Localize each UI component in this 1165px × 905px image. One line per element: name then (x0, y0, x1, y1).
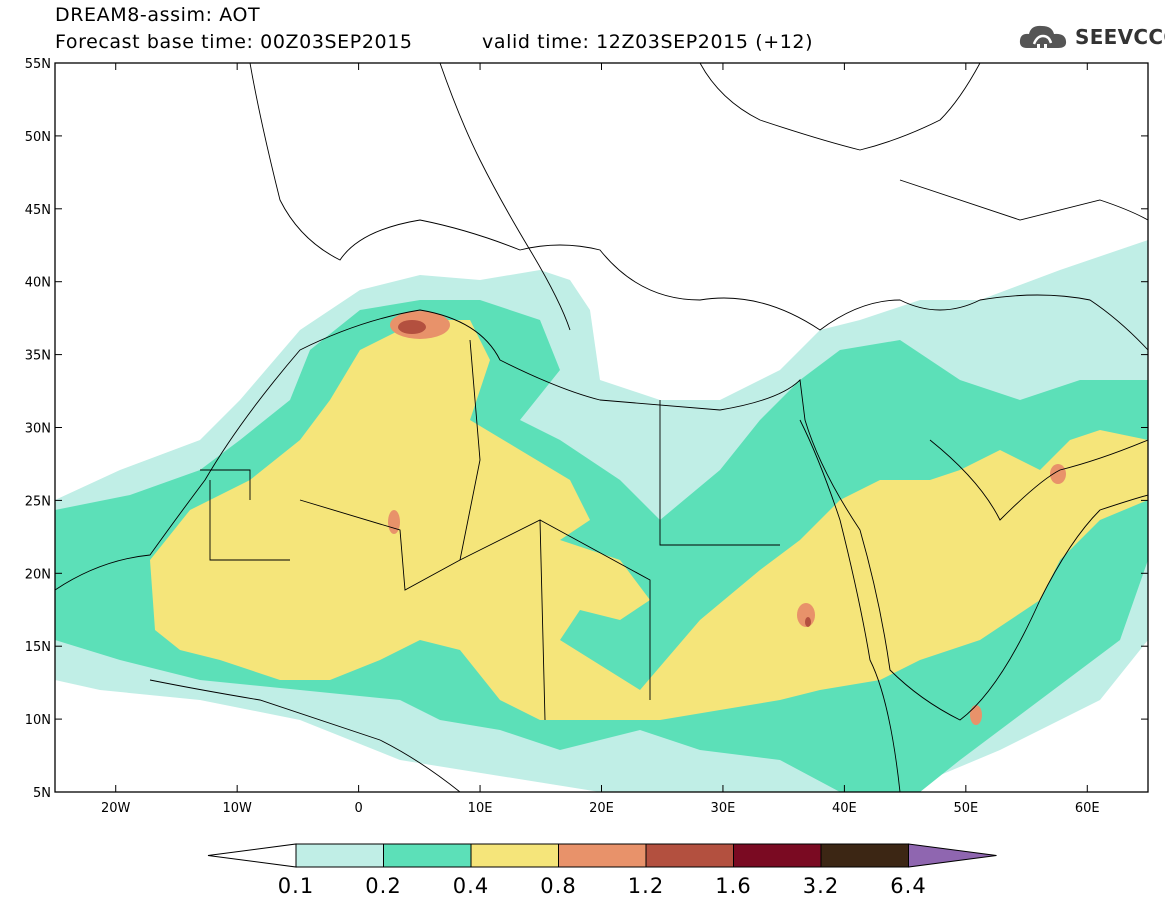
lat-label: 5N (33, 786, 51, 801)
map-title: DREAM8-assim: AOT (55, 4, 261, 26)
colorbar-label: 0.1 (278, 874, 314, 898)
lat-label: 35N (25, 349, 51, 364)
lat-label: 30N (25, 422, 51, 437)
lon-label: 20W (101, 801, 131, 816)
cloud-icon (1019, 25, 1067, 48)
lon-label: 40E (832, 801, 857, 816)
colorbar-segment (733, 843, 822, 868)
aot-spot-0.8 (1050, 464, 1066, 484)
colorbar-segment (558, 843, 647, 868)
lon-label: 20E (589, 801, 614, 816)
colorbar-segment (383, 843, 472, 868)
colorbar-label: 1.2 (628, 874, 664, 898)
lon-label: 50E (953, 801, 978, 816)
lat-label: 15N (25, 640, 51, 655)
lat-label: 40N (25, 276, 51, 291)
colorbar-segment (645, 843, 734, 868)
lat-label: 50N (25, 130, 51, 145)
lat-label: 45N (25, 203, 51, 218)
colorbar-label: 0.2 (365, 874, 401, 898)
colorbar-label: 0.8 (540, 874, 576, 898)
colorbar-segment (295, 843, 384, 868)
aot-spot-1.2 (805, 617, 811, 627)
aot-spot-1.2 (398, 320, 426, 334)
lat-label: 10N (25, 713, 51, 728)
logo-text: SEEVCCC (1075, 25, 1165, 49)
lon-label: 0 (354, 801, 362, 816)
aot-fields (55, 63, 1148, 792)
aot-band-0.4 (150, 320, 1148, 720)
forecast-base-time: Forecast base time: 00Z03SEP2015 (55, 31, 413, 53)
colorbar-under-triangle (207, 843, 297, 868)
coastlines (55, 63, 1148, 792)
lon-label: 60E (1075, 801, 1100, 816)
colorbar-label: 6.4 (890, 874, 926, 898)
colorbar-over-triangle (908, 843, 997, 868)
lat-label: 20N (25, 567, 51, 582)
aot-spot-0.8 (970, 705, 982, 725)
colorbar-label: 1.6 (715, 874, 751, 898)
colorbar-segment (470, 843, 559, 868)
latitude-axis: 55N 50N 45N 40N 35N 30N 25N 20N 15N 10N 5N (25, 57, 1148, 801)
seevccc-logo: SEEVCCC (1017, 22, 1165, 52)
colorbar-label: 0.4 (453, 874, 489, 898)
aot-spot-0.8 (388, 510, 400, 534)
colorbar-segment (820, 843, 909, 868)
valid-time: valid time: 12Z03SEP2015 (+12) (482, 31, 814, 53)
lat-label: 55N (25, 57, 51, 72)
longitude-axis: 20W 10W 0 10E 20E 30E 40E 50E 60E (101, 63, 1100, 816)
lon-label: 30E (711, 801, 736, 816)
lat-label: 25N (25, 494, 51, 509)
lon-label: 10E (468, 801, 493, 816)
colorbar-label: 3.2 (803, 874, 839, 898)
lon-label: 10W (222, 801, 252, 816)
